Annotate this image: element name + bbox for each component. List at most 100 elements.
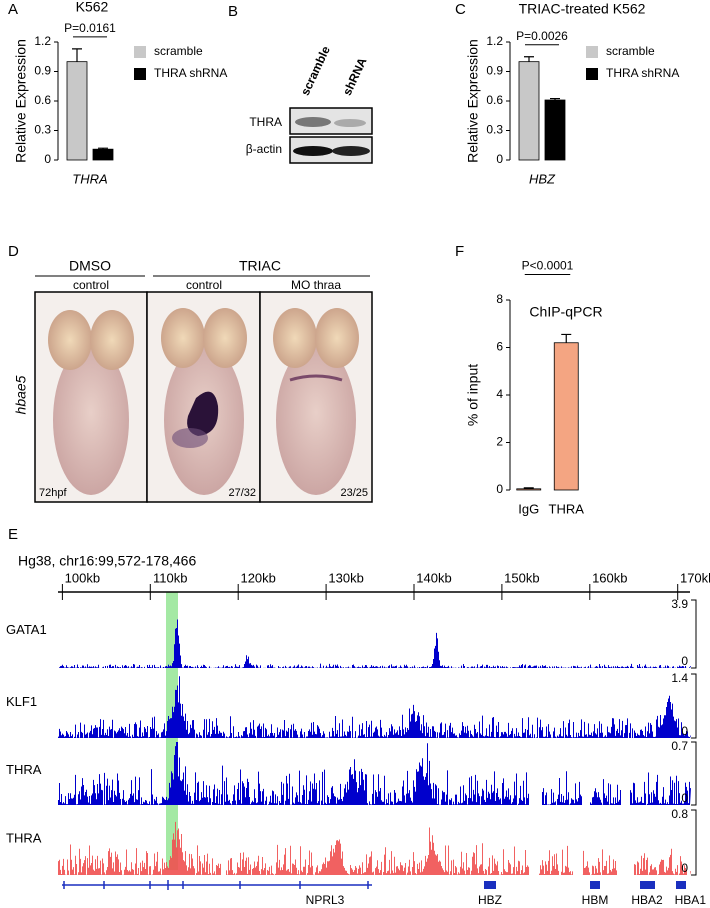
bar — [544, 99, 566, 161]
y-tick-label: 0.9 — [34, 64, 51, 78]
signal-track — [58, 676, 691, 738]
x-tick-label: 140kb — [416, 570, 451, 585]
gene-model — [62, 880, 372, 890]
locus: Hg38, chr16:99,572-178,466 — [18, 553, 196, 569]
condition-label: control — [186, 278, 222, 292]
error-bar — [561, 333, 572, 343]
legend-label: scramble — [606, 44, 655, 58]
x-tick-label: 120kb — [240, 570, 275, 585]
bar — [553, 342, 579, 491]
x-tick-label: 160kb — [592, 570, 627, 585]
gene-label: HBA1 — [675, 893, 707, 907]
track-min: 0 — [681, 654, 688, 668]
track-scale — [691, 809, 697, 876]
annotation: P<0.0001 — [522, 259, 574, 273]
error-bar — [524, 56, 534, 62]
track-min: 0 — [681, 724, 688, 738]
group-label: TRIAC — [239, 258, 281, 274]
panel-label: E — [8, 526, 18, 543]
signal-track — [58, 742, 691, 805]
legend-swatch — [134, 46, 146, 58]
y-axis-label: % of input — [465, 364, 481, 426]
y-tick-label: 0.3 — [486, 123, 503, 137]
y-tick-label: 1.2 — [34, 34, 51, 48]
signal-track — [58, 619, 691, 668]
gene-model — [484, 881, 496, 889]
track-scale — [691, 741, 697, 806]
x-tick-label: THRA — [549, 501, 585, 516]
track-scale — [691, 599, 697, 669]
track-max: 1.4 — [671, 671, 688, 685]
bar — [92, 148, 114, 161]
gene-label: hbae5 — [13, 375, 29, 414]
panel-label: F — [455, 243, 464, 260]
group-label: DMSO — [69, 258, 111, 274]
chart-title: K562 — [76, 0, 109, 15]
track-label: KLF1 — [6, 694, 37, 709]
track-label: THRA — [6, 762, 42, 777]
blot-row: β-actin — [246, 142, 282, 156]
error-bar — [523, 487, 534, 489]
track-label: GATA1 — [6, 622, 47, 637]
x-tick-label: 150kb — [504, 570, 539, 585]
legend-swatch — [586, 68, 598, 80]
track-scale — [691, 673, 697, 739]
y-tick-label: 0.9 — [486, 64, 503, 78]
chart-title: ChIP-qPCR — [529, 304, 602, 320]
y-tick-label: 0 — [496, 482, 503, 496]
y-tick-label: 0 — [44, 152, 51, 166]
bar — [516, 488, 542, 491]
x-tick-label: IgG — [518, 501, 539, 516]
stage-label: 72hpf — [39, 487, 67, 499]
panel-label: D — [8, 243, 19, 260]
y-tick-label: 0.6 — [34, 93, 51, 107]
gene-label: HBA2 — [631, 893, 663, 907]
error-bar — [550, 97, 560, 101]
condition-label: control — [73, 278, 109, 292]
blot-row: THRA — [249, 115, 282, 129]
x-tick-label: THRA — [72, 171, 107, 186]
error-bar — [72, 48, 82, 62]
x-tick-label: 100kb — [65, 570, 100, 585]
x-tick-label: HBZ — [529, 171, 556, 186]
chart-title: TRIAC-treated K562 — [519, 1, 646, 17]
panel-label: C — [455, 1, 466, 18]
track-max: 0.7 — [671, 739, 688, 753]
gene-model — [640, 881, 655, 889]
condition-label: MO thraa — [291, 278, 341, 292]
annotation: P=0.0026 — [516, 29, 568, 43]
y-axis-label: Relative Expression — [465, 39, 481, 163]
embryos — [48, 308, 359, 495]
annotation: P=0.0161 — [64, 21, 116, 35]
y-tick-label: 4 — [496, 387, 503, 401]
bar — [66, 61, 88, 161]
x-tick-label: 170kb — [680, 570, 710, 585]
x-tick-label: 110kb — [153, 570, 187, 585]
y-tick-label: 0.3 — [34, 123, 51, 137]
blot — [289, 107, 373, 164]
track-max: 3.9 — [671, 597, 688, 611]
count-label: 27/32 — [228, 487, 256, 499]
x-tick-label: 130kb — [328, 570, 363, 585]
blot-column: shRNA — [340, 55, 370, 97]
y-tick-label: 0.6 — [486, 93, 503, 107]
track-max: 0.8 — [671, 807, 688, 821]
y-tick-label: 6 — [496, 340, 503, 354]
panel-label: A — [8, 1, 18, 18]
panel-label: B — [228, 3, 238, 20]
y-axis-label: Relative Expression — [13, 39, 29, 163]
gene-model — [590, 881, 600, 889]
y-tick-label: 1.2 — [486, 34, 503, 48]
y-tick-label: 8 — [496, 292, 503, 306]
track-min: 0 — [681, 791, 688, 805]
gene-model — [676, 881, 686, 889]
error-bar — [98, 147, 108, 150]
legend-label: THRA shRNA — [606, 66, 679, 80]
gene-label: HBZ — [478, 893, 502, 907]
signal-track — [58, 821, 691, 875]
track-min: 0 — [681, 861, 688, 875]
legend-swatch — [134, 68, 146, 80]
legend-label: scramble — [154, 44, 203, 58]
bar — [518, 61, 540, 161]
